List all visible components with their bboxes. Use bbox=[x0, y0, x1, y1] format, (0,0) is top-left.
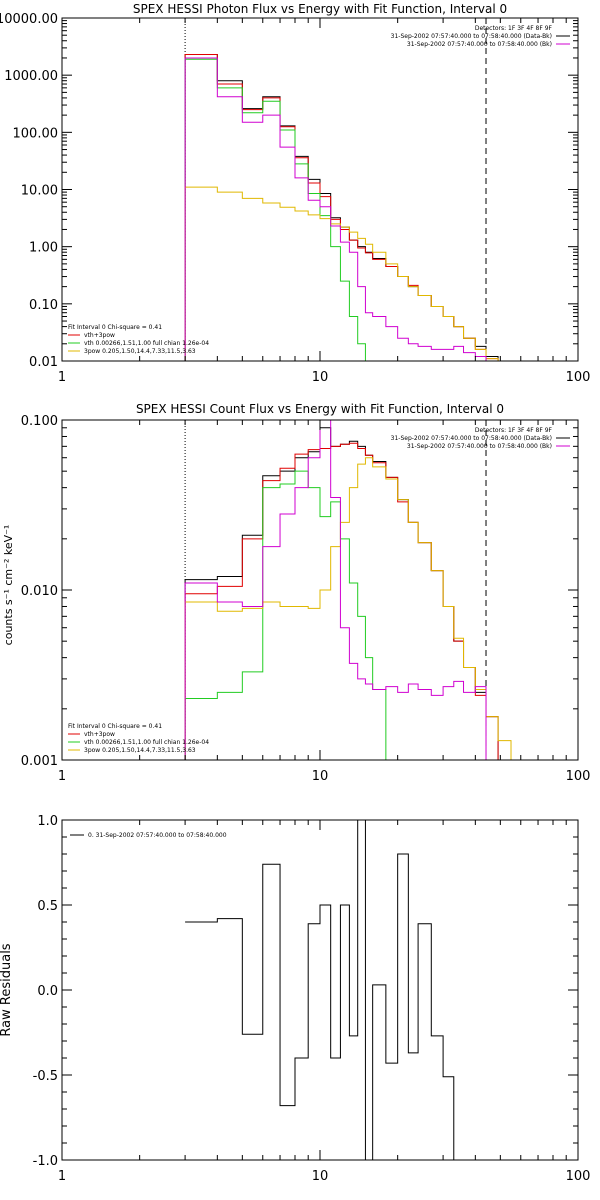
photon-flux-title: SPEX HESSI Photon Flux vs Energy with Fi… bbox=[133, 2, 507, 16]
series-line bbox=[184, 186, 499, 361]
series-line bbox=[184, 470, 399, 760]
y-tick-label: -0.5 bbox=[33, 1069, 58, 1084]
y-tick-label: 1000.00 bbox=[4, 69, 58, 84]
legend-bottom-left-entry: Fit Interval 0 Chi-square = 0.41 bbox=[68, 723, 162, 730]
legend-bottom-left-entry: vth+3pow bbox=[84, 332, 115, 339]
x-tick-label: 10 bbox=[312, 370, 329, 385]
legend-bottom-left-entry: 3pow 0.205,1.50,14.4,7.33,11.5,3.63 bbox=[84, 747, 196, 754]
y-tick-label: 10000.00 bbox=[0, 12, 58, 27]
series-line bbox=[184, 420, 499, 760]
y-tick-label: 0.010 bbox=[21, 584, 58, 599]
y-tick-label: 0.001 bbox=[21, 754, 58, 769]
x-tick-label: 1 bbox=[58, 1169, 66, 1184]
series-line bbox=[184, 58, 366, 361]
series-line bbox=[184, 457, 525, 760]
x-tick-label: 100 bbox=[566, 1169, 591, 1184]
count-flux-ylabel: counts s⁻¹ cm⁻² keV⁻¹ bbox=[2, 525, 15, 646]
photon-flux-panel: SPEX HESSI Photon Flux vs Energy with Fi… bbox=[0, 2, 591, 385]
x-tick-label: 10 bbox=[312, 1169, 329, 1184]
y-tick-label: 0.01 bbox=[29, 355, 58, 370]
y-tick-label: 1.0 bbox=[37, 814, 58, 829]
legend-bottom-left-entry: vth+3pow bbox=[84, 731, 115, 738]
count-flux-panel: SPEX HESSI Count Flux vs Energy with Fit… bbox=[2, 402, 590, 784]
legend-top-right-entry: 31-Sep-2002 07:57:40.000 to 07:58:40.000… bbox=[391, 435, 552, 442]
y-tick-label: 100.00 bbox=[13, 126, 59, 141]
legend-top-left-entry: 0. 31-Sep-2002 07:57:40.000 to 07:58:40.… bbox=[88, 832, 227, 839]
legend-top-right-entry: Detectors: 1F 3F 4F 8F 9F bbox=[475, 25, 553, 32]
y-tick-label: 0.5 bbox=[37, 899, 58, 914]
plot-frame bbox=[61, 819, 579, 1161]
legend-top-right-entry: Detectors: 1F 3F 4F 8F 9F bbox=[475, 427, 553, 434]
residuals-ylabel: Raw Residuals bbox=[0, 943, 14, 1036]
count-flux-title: SPEX HESSI Count Flux vs Energy with Fit… bbox=[136, 402, 504, 416]
legend-bottom-left-entry: Fit Interval 0 Chi-square = 0.41 bbox=[68, 324, 162, 331]
y-tick-label: 0.0 bbox=[37, 984, 58, 999]
x-tick-label: 100 bbox=[566, 370, 591, 385]
x-tick-label: 1 bbox=[58, 769, 66, 784]
series-line bbox=[184, 427, 499, 760]
legend-bottom-left-entry: vth 0.00266,1.51,1.00 full chian 1.26e-0… bbox=[84, 739, 209, 746]
y-tick-label: 0.100 bbox=[21, 414, 58, 429]
series-line bbox=[184, 53, 499, 361]
x-tick-label: 10 bbox=[312, 769, 329, 784]
legend-top-right-entry: 31-Sep-2002 07:57:40.000 to 07:58:40.000… bbox=[391, 33, 552, 40]
legend-top-right-entry: 31-Sep-2002 07:57:40.000 to 07:58:40.000… bbox=[407, 41, 552, 48]
y-tick-label: 10.00 bbox=[21, 184, 58, 199]
series-line bbox=[184, 442, 499, 760]
series-line bbox=[185, 820, 465, 1160]
y-tick-label: -1.0 bbox=[33, 1154, 58, 1169]
x-tick-label: 100 bbox=[566, 769, 591, 784]
legend-bottom-left-entry: vth 0.00266,1.51,1.00 full chian 1.26e-0… bbox=[84, 340, 209, 347]
legend-bottom-left-entry: 3pow 0.205,1.50,14.4,7.33,11.5,3.63 bbox=[84, 348, 196, 355]
x-tick-label: 1 bbox=[58, 370, 66, 385]
y-tick-label: 1.00 bbox=[29, 241, 58, 256]
residuals-panel: Raw Residuals 1 10 100 -1.0 -0.5 0.0 0.5 1.0 0. … bbox=[0, 814, 590, 1184]
series-line bbox=[184, 53, 499, 361]
legend-top-right-entry: 31-Sep-2002 07:57:40.000 to 07:58:40.000… bbox=[407, 443, 552, 450]
y-tick-label: 0.10 bbox=[29, 298, 58, 313]
series-line bbox=[184, 57, 487, 361]
